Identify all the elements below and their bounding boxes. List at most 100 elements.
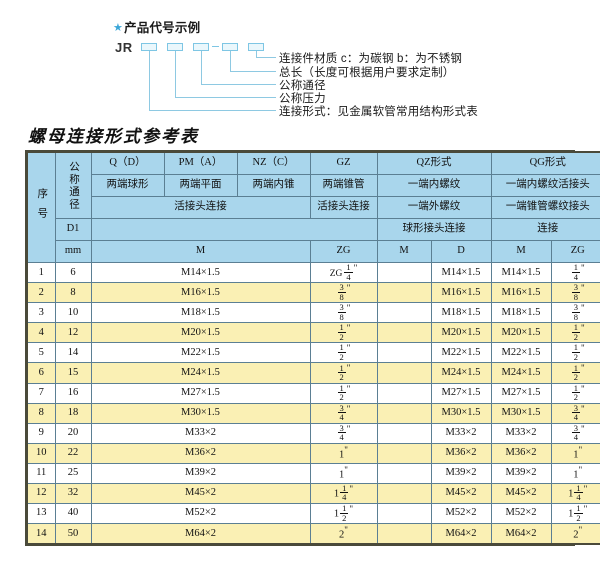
cell-qz-m — [376, 523, 432, 545]
leader-riser-length — [230, 51, 231, 71]
cell-gz-zg: 1 1 2 " — [309, 502, 378, 525]
cell-qg-m: M22×1.5 — [490, 342, 552, 364]
header-group-qz-code: QZ形式 — [376, 151, 492, 175]
cell-nominal-bore: 40 — [54, 502, 92, 525]
cell-qg-m: M45×2 — [490, 482, 552, 504]
cell-qz-d: M20×1.5 — [430, 322, 492, 344]
code-box-3 — [193, 43, 209, 51]
cell-qg-m: M33×2 — [490, 422, 552, 444]
leader-riser-material — [256, 51, 257, 58]
header-q-desc1: 两端球形 — [90, 174, 165, 197]
cell-qg-zg: 1 1 2 " — [550, 502, 600, 525]
cell-qz-m — [376, 502, 432, 525]
leader-riser-pressure — [175, 51, 176, 97]
table-body: 1 6 M14×1.5 ZG 1 4 " M14×1.5 M14×1.5 1 4 " 2 8 M16×1.5… — [26, 261, 600, 545]
cell-qg-m: M52×2 — [490, 502, 552, 525]
cell-sequence: 12 — [26, 482, 56, 504]
cell-sequence: 10 — [26, 442, 56, 464]
cell-qz-m — [376, 282, 432, 304]
cell-qz-m — [376, 422, 432, 444]
cell-thread-m: M16×1.5 — [90, 282, 311, 304]
cell-qg-zg: 2" — [550, 523, 600, 545]
leader-run-pressure — [175, 97, 276, 98]
leader-riser-conntype — [149, 51, 150, 110]
cell-qg-m: M14×1.5 — [490, 261, 552, 284]
table-row: 5 14 M22×1.5 1 2 " M22×1.5 M22×1.5 1 2 " — [26, 342, 600, 364]
table-header: 序号 公称通径 Q（D） PM（A） NZ（C） GZ QZ形式 QG形式 两端… — [26, 151, 600, 263]
cell-qz-m — [376, 362, 432, 384]
header-blank-left — [90, 218, 378, 241]
cell-thread-m: M22×1.5 — [90, 342, 311, 364]
cell-thread-m: M18×1.5 — [90, 302, 311, 324]
cell-nominal-bore: 16 — [54, 382, 92, 404]
header-qz-desc2: 一端外螺纹 — [376, 196, 492, 219]
header-unit-zg-gz: ZG — [309, 240, 378, 263]
cell-thread-m: M27×1.5 — [90, 382, 311, 404]
cell-qz-m — [376, 462, 432, 484]
cell-qg-m: M24×1.5 — [490, 362, 552, 384]
table-row: 14 50 M64×2 2" M64×2 M64×2 2" — [26, 523, 600, 545]
cell-sequence: 11 — [26, 462, 56, 484]
cell-nominal-bore: 10 — [54, 302, 92, 324]
cell-gz-zg: 1 2 " — [309, 342, 378, 364]
annotation-bore: 公称通径 — [279, 80, 326, 92]
cell-nominal-bore: 18 — [54, 402, 92, 424]
cell-nominal-bore: 14 — [54, 342, 92, 364]
spec-table-container: 序号 公称通径 Q（D） PM（A） NZ（C） GZ QZ形式 QG形式 两端… — [26, 151, 600, 546]
header-bore-d1: D1 — [54, 218, 92, 241]
cell-qg-zg: 3 8 " — [550, 302, 600, 324]
cell-gz-zg: 1 2 " — [309, 322, 378, 344]
cell-qg-zg: 1 2 " — [550, 342, 600, 364]
cell-sequence: 6 — [26, 362, 56, 384]
table-row: 11 25 M39×2 1" M39×2 M39×2 1" — [26, 462, 600, 484]
cell-sequence: 13 — [26, 502, 56, 525]
leader-run-conntype — [149, 110, 276, 111]
header-qz-desc1: 一端内螺纹 — [376, 174, 492, 197]
cell-qz-m — [376, 382, 432, 404]
cell-qg-zg: 1 2 " — [550, 382, 600, 404]
header-unit-m-qpn: M — [90, 240, 311, 263]
cell-thread-m: M39×2 — [90, 462, 311, 484]
cell-qz-d: M52×2 — [430, 502, 492, 525]
code-prefix-jr: JR — [115, 40, 133, 55]
cell-qz-d: M24×1.5 — [430, 362, 492, 384]
cell-qg-m: M36×2 — [490, 442, 552, 464]
cell-nominal-bore: 32 — [54, 482, 92, 504]
cell-qg-zg: 1" — [550, 462, 600, 484]
table-row: 9 20 M33×2 3 4 " M33×2 M33×2 3 4 " — [26, 422, 600, 444]
table-row: 1 6 M14×1.5 ZG 1 4 " M14×1.5 M14×1.5 1 4 " — [26, 261, 600, 284]
header-group-qg-code: QG形式 — [490, 151, 600, 175]
cell-qg-zg: 1 4 " — [550, 261, 600, 284]
cell-qz-m — [376, 342, 432, 364]
code-box-1 — [141, 43, 157, 51]
cell-qz-m — [376, 482, 432, 504]
table-row: 6 15 M24×1.5 1 2 " M24×1.5 M24×1.5 1 2 " — [26, 362, 600, 384]
cell-gz-zg: ZG 1 4 " — [309, 261, 378, 284]
cell-nominal-bore: 15 — [54, 362, 92, 384]
header-qg-desc3: 连接 — [490, 218, 600, 241]
cell-qz-m — [376, 302, 432, 324]
cell-qz-d: M33×2 — [430, 422, 492, 444]
cell-sequence: 1 — [26, 261, 56, 284]
cell-sequence: 5 — [26, 342, 56, 364]
header-row-d1: D1 球形接头连接 连接 — [27, 218, 600, 241]
cell-gz-zg: 1 2 " — [309, 362, 378, 384]
code-box-2 — [167, 43, 183, 51]
header-nz-desc1: 两端内锥 — [236, 174, 311, 197]
cell-qg-zg: 1 2 " — [550, 322, 600, 344]
header-qpn-desc2: 活接头连接 — [90, 196, 311, 219]
header-nominal-bore: 公称通径 — [54, 151, 92, 219]
header-gz-desc1: 两端锥管 — [309, 174, 378, 197]
cell-qz-m — [376, 442, 432, 464]
cell-qg-m: M18×1.5 — [490, 302, 552, 324]
cell-qg-zg: 3 4 " — [550, 402, 600, 424]
code-box-5 — [248, 43, 264, 51]
cell-gz-zg: 3 8 " — [309, 282, 378, 304]
cell-thread-m: M45×2 — [90, 482, 311, 504]
cell-thread-m: M33×2 — [90, 422, 311, 444]
cell-thread-m: M64×2 — [90, 523, 311, 545]
annotation-connection-type: 连接形式：见金属软管常用结构形式表 — [279, 106, 478, 118]
cell-thread-m: M20×1.5 — [90, 322, 311, 344]
cell-qg-m: M27×1.5 — [490, 382, 552, 404]
annotation-pressure: 公称压力 — [279, 93, 326, 105]
